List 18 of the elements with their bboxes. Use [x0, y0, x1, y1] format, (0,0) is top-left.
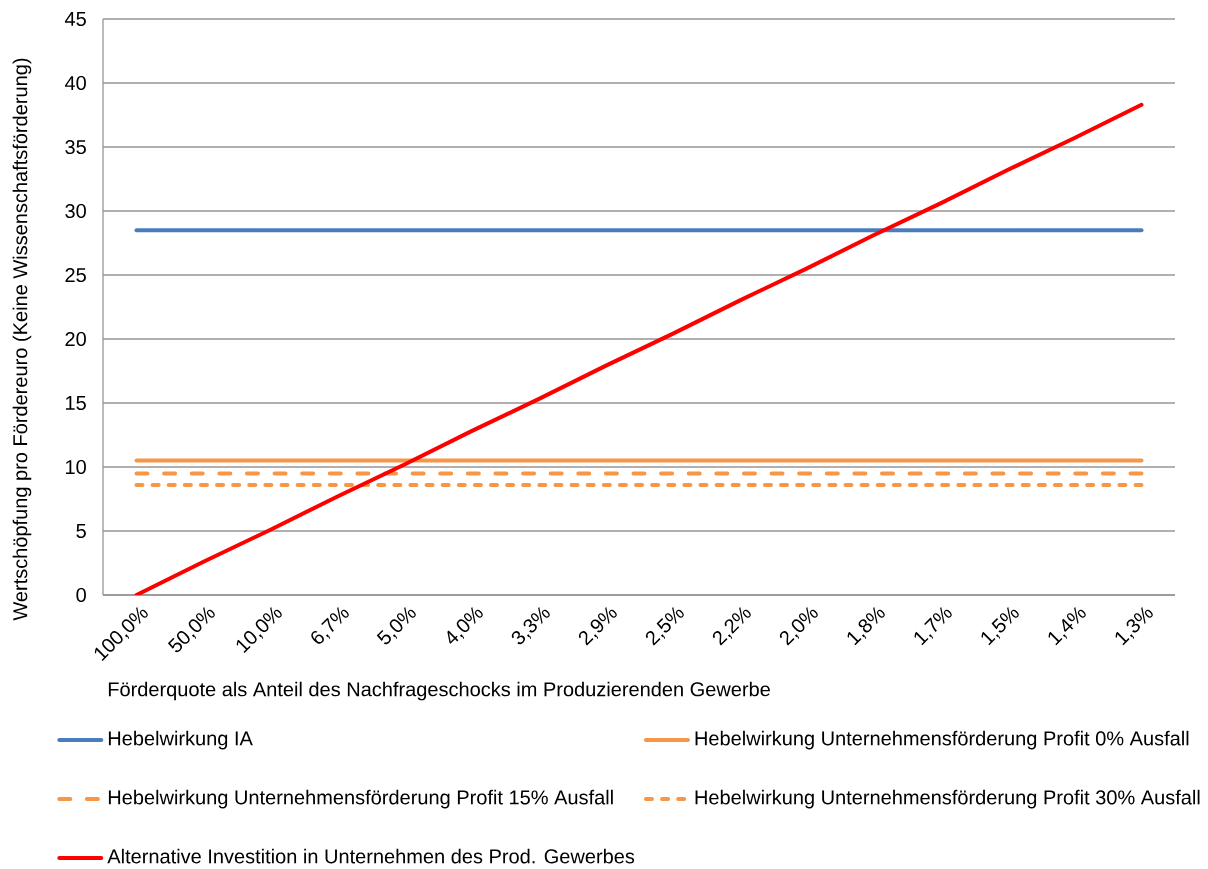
y-tick-label: 30: [65, 203, 86, 219]
y-tick-label: 10: [66, 459, 86, 475]
y-tick-label: 25: [65, 267, 86, 283]
y-tick-label: 15: [66, 396, 86, 410]
y-tick-label: 35: [65, 139, 86, 155]
y-tick-label: 40: [64, 75, 86, 91]
x-axis-title: Förderquote als Anteil des Nachfrageschocks im Produzierenden Gewerbe: [108, 681, 770, 701]
legend-label: Hebelwirkung Unternehmensförderung Profit 0% Ausfall: [695, 730, 1189, 750]
legend-label: Hebelwirkung IA: [108, 730, 253, 750]
legend-label: Hebelwirkung Unternehmensförderung Profit 30% Ausfall: [695, 789, 1200, 809]
y-tick-label: 20: [65, 331, 86, 347]
y-tick-label: 0: [76, 587, 86, 603]
y-tick-label: 45: [64, 12, 86, 26]
legend-label: Alternative Investition in Unternehmen des Prod. Gewerbes: [107, 848, 635, 864]
y-axis-title: Wertschöpfung pro Fördereuro (Keine Wissenschaftsförderung): [12, 58, 32, 621]
y-tick-label: 5: [76, 524, 86, 538]
legend-label: Hebelwirkung Unternehmensförderung Profit 15% Ausfall: [108, 789, 613, 809]
line-series: [134, 102, 1144, 595]
